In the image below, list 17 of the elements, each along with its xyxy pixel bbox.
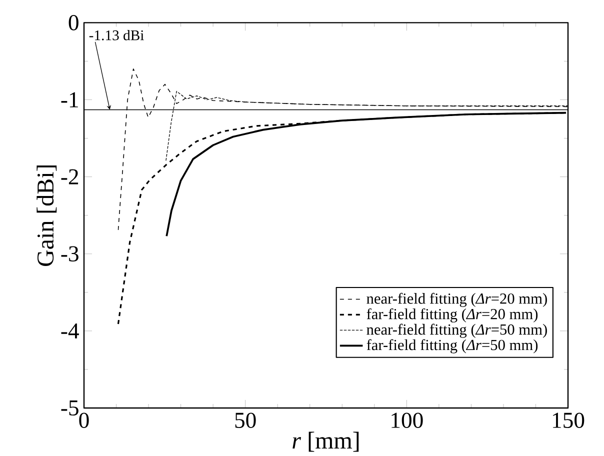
y-tick-label: -2 — [61, 169, 78, 184]
annotation: -1.13 dBi — [89, 30, 144, 40]
x-tick-label: 150 — [552, 412, 584, 428]
y-tick-label: -3 — [61, 246, 78, 262]
y-axis-title: Gain [dBi] — [36, 165, 57, 266]
y-tick-label: -5 — [61, 400, 78, 416]
legend-label: near-field fitting (Δr=20 mm) — [366, 292, 547, 307]
x-tick-label: 100 — [392, 412, 423, 428]
y-tick-label: -4 — [61, 323, 79, 338]
y-tick-label: 0 — [68, 14, 78, 30]
legend-label: near-field fitting (Δr=50 mm) — [366, 324, 547, 338]
x-tick-label: 50 — [235, 412, 256, 428]
x-tick-label: 0 — [79, 412, 89, 428]
y-tick-label: -1 — [61, 92, 78, 108]
legend-label: far-field fitting (Δr=20 mm) — [366, 308, 538, 322]
x-axis-title: r [mm] — [292, 432, 359, 452]
legend-label: far-field fitting (Δr=50 mm) — [366, 339, 538, 354]
